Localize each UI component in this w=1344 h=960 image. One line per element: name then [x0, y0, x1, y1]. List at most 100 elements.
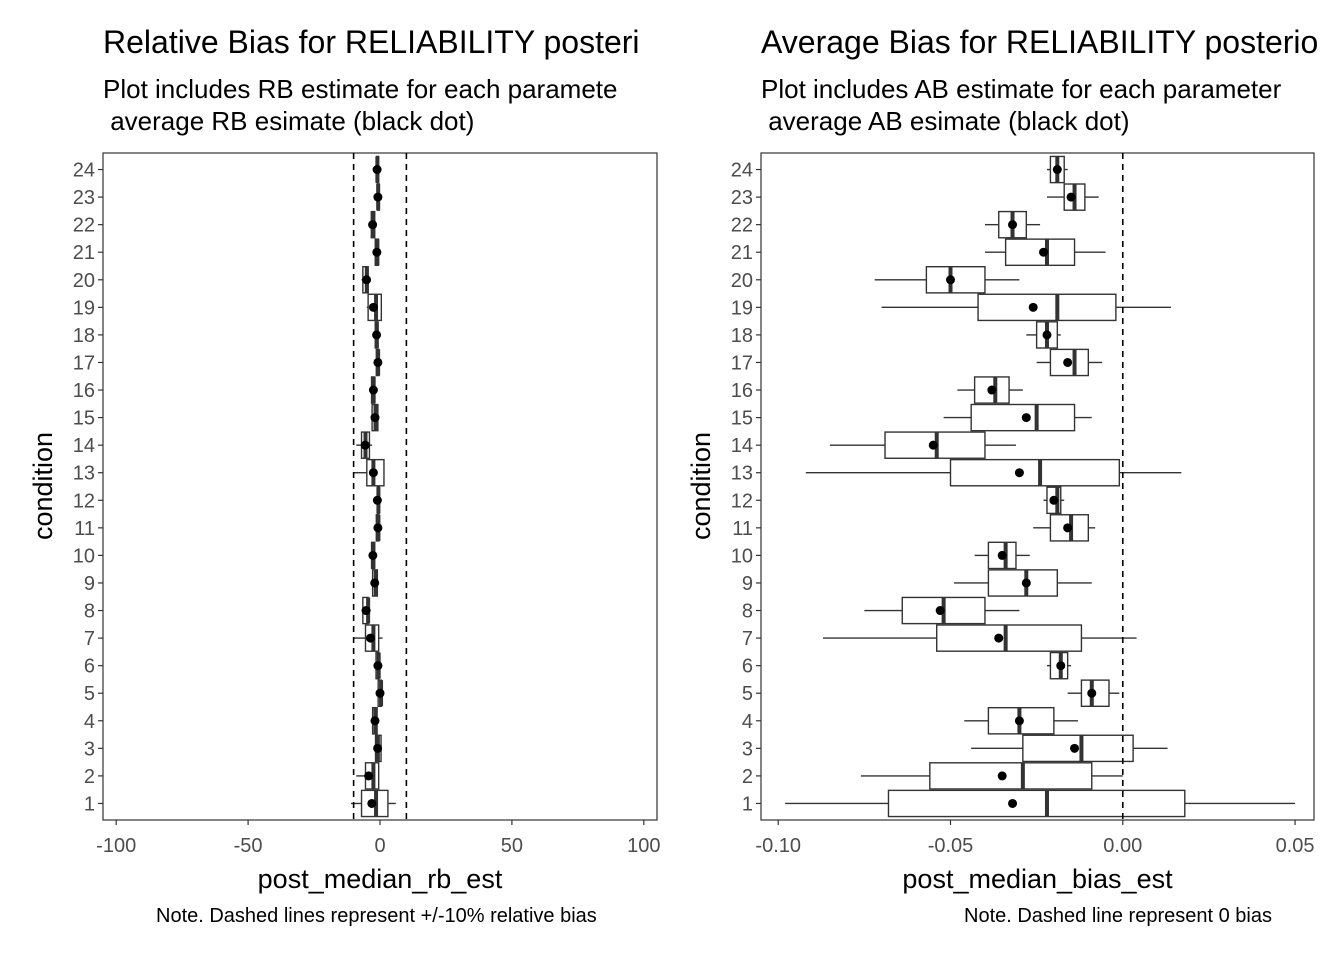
- y-tick-label: 11: [74, 518, 95, 540]
- mean-point: [1014, 468, 1024, 478]
- y-tick-label: 16: [73, 380, 95, 402]
- y-tick-label: 10: [73, 545, 95, 567]
- x-tick-label: 0.05: [1276, 835, 1315, 857]
- box-iqr: [973, 376, 1010, 404]
- mean-point: [1052, 165, 1062, 175]
- y-tick-label: 21: [731, 242, 753, 264]
- mean-point: [994, 633, 1004, 643]
- mean-point: [360, 440, 370, 450]
- y-tick-label: 19: [731, 297, 753, 319]
- y-tick-label: 23: [73, 187, 95, 209]
- y-tick-label: 2: [84, 766, 95, 788]
- y-tick-label: 8: [742, 601, 753, 623]
- box-iqr: [977, 293, 1117, 322]
- mean-point: [375, 688, 385, 698]
- chart-panel-relative-bias: Relative Bias for RELIABILITY posteri Pl…: [28, 24, 660, 927]
- x-tick-label: -100: [96, 835, 136, 857]
- box-iqr: [949, 458, 1121, 487]
- mean-point: [372, 247, 382, 257]
- mean-point: [372, 165, 382, 175]
- y-tick-label: 2: [742, 766, 753, 788]
- mean-point: [1028, 302, 1038, 312]
- mean-point: [1039, 247, 1049, 257]
- mean-point: [370, 413, 380, 423]
- y-tick-label: 4: [84, 711, 95, 733]
- mean-point: [373, 661, 383, 671]
- y-tick-label: 3: [84, 738, 95, 760]
- y-tick-label: 12: [731, 490, 753, 512]
- y-tick-label: 9: [84, 573, 95, 595]
- box-iqr: [936, 624, 1083, 652]
- x-tick-label: 50: [501, 835, 523, 857]
- y-axis-title: condition: [28, 432, 58, 540]
- y-tick-label: 19: [73, 297, 95, 319]
- mean-point: [1049, 495, 1059, 505]
- mean-point: [368, 220, 378, 230]
- y-tick-label: 24: [73, 160, 95, 182]
- mean-point: [1063, 357, 1073, 367]
- y-tick-label: 15: [73, 408, 95, 430]
- y-tick-label: 18: [731, 325, 753, 347]
- y-tick-label: 6: [742, 656, 753, 678]
- x-tick-label: 0.00: [1103, 835, 1142, 857]
- y-tick-label: 18: [73, 325, 95, 347]
- mean-point: [362, 275, 372, 285]
- y-tick-label: 8: [84, 601, 95, 623]
- x-tick-label: -50: [234, 835, 263, 857]
- mean-point: [1014, 716, 1024, 726]
- y-tick-label: 13: [731, 463, 753, 485]
- y-tick-label: 14: [73, 435, 95, 457]
- mean-point: [1021, 578, 1031, 588]
- mean-point: [997, 771, 1007, 781]
- chart-subtitle-line2: average RB esimate (black dot): [103, 106, 475, 136]
- boxplot-svg: 123456789101112131415161718192021222324-…: [686, 152, 1315, 894]
- mean-point: [373, 523, 383, 533]
- mean-point: [368, 550, 378, 560]
- y-tick-label: 22: [73, 215, 95, 237]
- mean-point: [373, 743, 383, 753]
- chart-subtitle-line1: Plot includes RB estimate for each param…: [103, 74, 618, 104]
- mean-point: [1063, 523, 1073, 533]
- mean-point: [370, 578, 380, 588]
- mean-point: [373, 357, 383, 367]
- y-tick-label: 5: [742, 683, 753, 705]
- y-tick-label: 21: [73, 242, 95, 264]
- mean-point: [1056, 661, 1066, 671]
- mean-point: [1070, 743, 1080, 753]
- x-tick-label: 0: [374, 835, 385, 857]
- mean-point: [366, 633, 376, 643]
- y-tick-label: 4: [742, 711, 753, 733]
- chart-panel-average-bias: Average Bias for RELIABILITY posterio Pl…: [672, 0, 1344, 960]
- mean-point: [1042, 330, 1052, 340]
- mean-point: [987, 385, 997, 395]
- x-tick-label: 100: [627, 835, 660, 857]
- box-iqr: [925, 265, 986, 294]
- y-tick-label: 17: [73, 352, 95, 374]
- y-tick-label: 7: [742, 628, 753, 650]
- mean-point: [373, 192, 383, 202]
- mean-point: [367, 798, 377, 808]
- mean-point: [372, 495, 382, 505]
- y-tick-label: 22: [731, 215, 753, 237]
- mean-point: [1087, 688, 1097, 698]
- mean-point: [364, 771, 374, 781]
- mean-point: [928, 440, 938, 450]
- y-tick-label: 3: [742, 738, 753, 760]
- y-tick-label: 20: [73, 270, 95, 292]
- x-axis-title: post_median_rb_est: [258, 864, 503, 894]
- x-tick-label: -0.05: [928, 835, 974, 857]
- y-tick-label: 11: [732, 518, 753, 540]
- chart-subtitle-line2: average AB esimate (black dot): [761, 106, 1130, 136]
- y-tick-label: 20: [731, 270, 753, 292]
- mean-point: [372, 330, 382, 340]
- mean-point: [1008, 798, 1018, 808]
- y-axis-title: condition: [686, 432, 716, 540]
- box-iqr: [887, 789, 1186, 818]
- plot-border: [760, 152, 1315, 821]
- mean-point: [935, 606, 945, 616]
- y-tick-label: 12: [73, 490, 95, 512]
- x-tick-label: -0.10: [755, 835, 801, 857]
- mean-point: [368, 468, 378, 478]
- y-tick-label: 23: [731, 187, 753, 209]
- mean-point: [368, 302, 378, 312]
